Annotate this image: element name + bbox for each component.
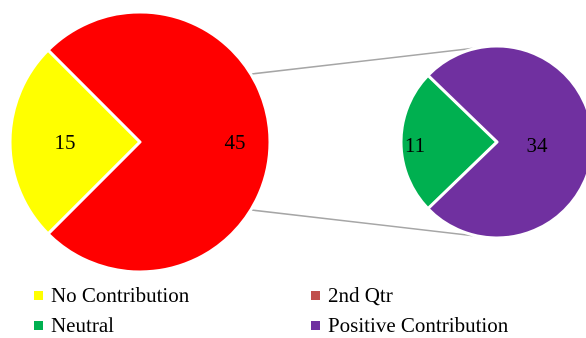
legend-label: 2nd Qtr: [328, 283, 393, 307]
legend-swatch: [311, 291, 320, 300]
legend-item-positive-contribution: Positive Contribution: [311, 313, 508, 338]
data-label-neutral: 11: [405, 133, 425, 157]
main-pie: 15 45: [8, 10, 272, 274]
data-label-2nd-qtr: 45: [225, 130, 246, 154]
legend-item-no-contribution: No Contribution: [34, 283, 189, 308]
legend-label: Positive Contribution: [328, 313, 509, 337]
data-label-no-contribution: 15: [55, 130, 76, 154]
legend-item-2nd-qtr: 2nd Qtr: [311, 283, 393, 308]
legend-label: No Contribution: [51, 283, 190, 307]
pie-of-pie-chart: 15 45 11 34: [8, 10, 586, 274]
pie-slice-positive-contribution: [426, 44, 586, 240]
data-label-positive-contribution: 34: [527, 133, 549, 157]
legend-swatch: [311, 321, 320, 330]
pie-slice-neutral: [399, 73, 499, 211]
connector-line-bottom: [250, 209, 480, 238]
legend-swatch: [34, 321, 43, 330]
pie-slice-no-contribution: [8, 48, 142, 236]
legend: No Contribution 2nd Qtr Neutral Positive…: [0, 282, 586, 338]
connector-line-top: [250, 46, 480, 75]
secondary-pie: 11 34: [399, 44, 586, 240]
legend-swatch: [34, 291, 43, 300]
connector-lines: [250, 46, 480, 238]
legend-item-neutral: Neutral: [34, 313, 114, 338]
pie-slice-2nd-qtr: [46, 10, 272, 274]
legend-label: Neutral: [51, 313, 114, 337]
